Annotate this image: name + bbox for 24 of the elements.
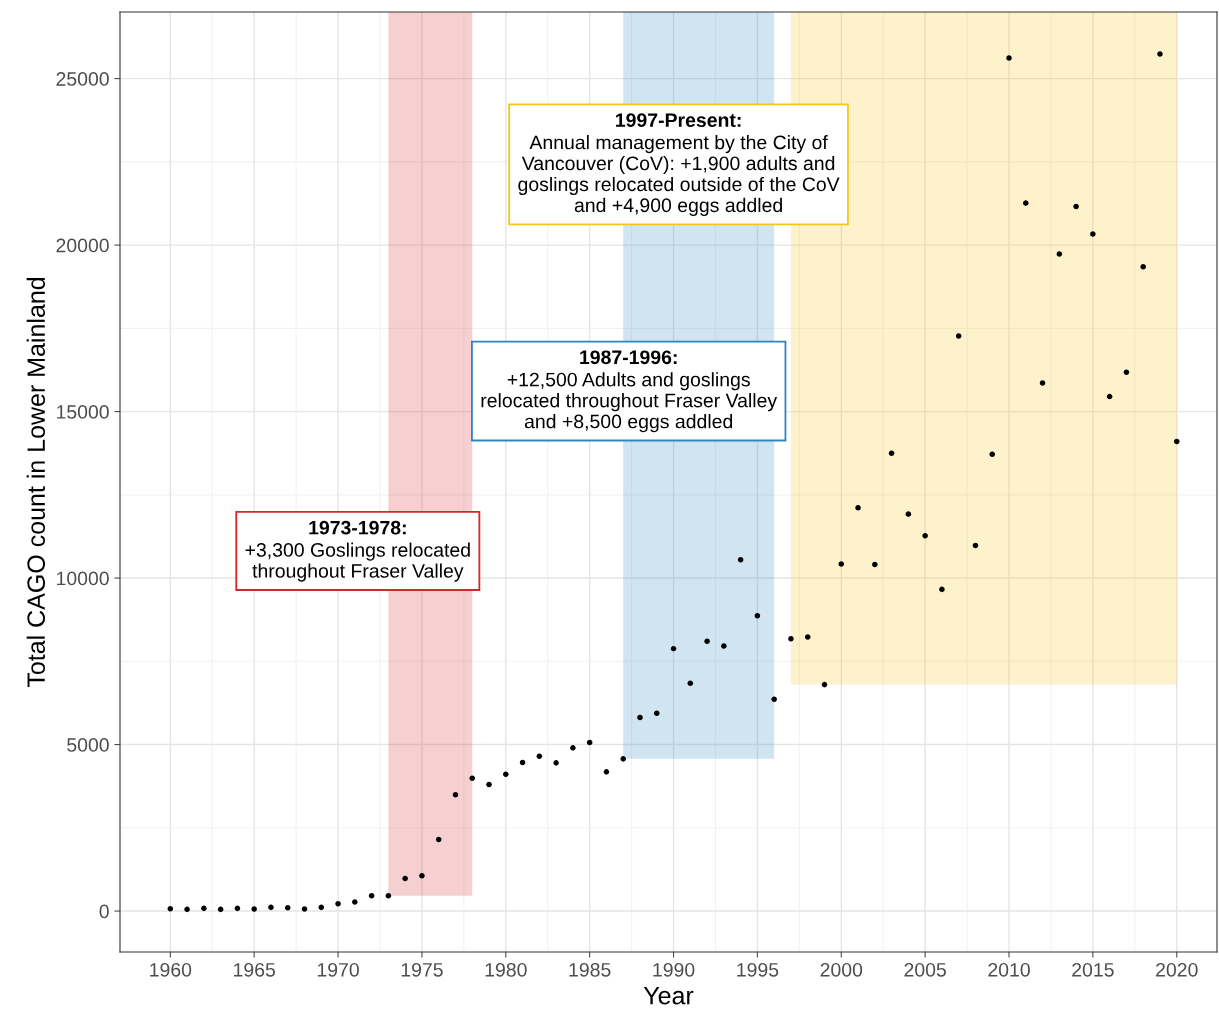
y-tick-label: 5000 (67, 738, 109, 752)
y-tick-label: 0 (99, 904, 109, 919)
y-tick-label: 20000 (56, 238, 109, 253)
y-tick-label: 15000 (57, 405, 109, 419)
x-tick-label: 1965 (234, 962, 275, 977)
x-tick-label: 1995 (737, 962, 779, 977)
x-tick-label: 1975 (401, 962, 443, 977)
x-tick-label: 2005 (904, 962, 946, 977)
x-tick-label: 1960 (150, 962, 192, 977)
x-tick-label: 2015 (1072, 962, 1114, 977)
x-tick-label: 2010 (988, 962, 1030, 977)
x-tick-label: 1985 (569, 962, 611, 977)
y-tick-label: 25000 (56, 72, 109, 86)
y-axis-title: Total CAGO count in Lower Mainland (26, 277, 46, 688)
x-tick-label: 1970 (317, 962, 359, 977)
annotation: 1987-1996: +12,500 Adults and goslings relocated throughout Fraser Valley and +8,500 eggs addled (481, 350, 778, 433)
annotation: 1973-1978: +3,300 Goslings relocated throughout Fraser Valley (245, 520, 470, 582)
x-tick-label: 2020 (1156, 962, 1198, 977)
x-axis-title: Year (643, 987, 694, 1005)
annotation: 1997-Present: Annual management by the City of Vancouver (CoV): +1,900 adults and goslings relocated outside of the CoV and +4,900 eggs addled (518, 113, 840, 216)
x-tick-label: 1990 (653, 962, 695, 977)
y-tick-label: 10000 (57, 571, 109, 586)
x-tick-label: 2000 (820, 962, 863, 977)
x-tick-label: 1980 (485, 962, 527, 977)
